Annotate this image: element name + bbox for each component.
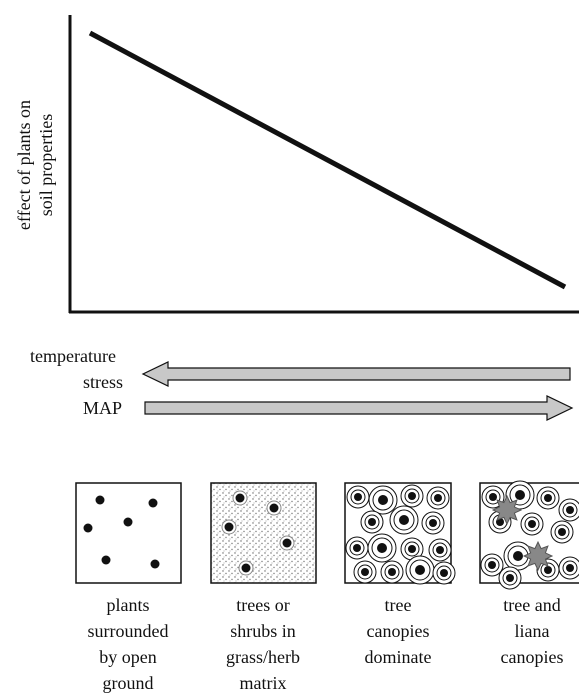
left-arrow xyxy=(141,361,571,387)
panel-caption: grass/herb xyxy=(226,647,300,667)
plant-dot xyxy=(224,522,234,532)
plant-dot xyxy=(282,538,292,548)
y-axis-label: soil properties xyxy=(36,114,56,216)
canopy-core xyxy=(489,493,497,501)
canopy-core xyxy=(528,520,536,528)
canopy-core xyxy=(408,545,416,553)
canopy-core xyxy=(544,566,552,574)
panel-caption: shrubs in xyxy=(230,621,296,641)
plant-dot xyxy=(101,555,111,565)
canopy-core xyxy=(515,490,525,500)
canopy-core xyxy=(399,515,409,525)
canopy-core xyxy=(378,495,388,505)
canopy-core xyxy=(388,568,396,576)
canopy-core xyxy=(361,568,369,576)
plant-dot xyxy=(150,559,160,569)
canopy-core xyxy=(353,544,361,552)
canopy-core xyxy=(436,546,444,554)
captions: plants surrounded by open ground trees or shr… xyxy=(88,595,564,693)
panel-caption: dominate xyxy=(365,647,432,667)
canopy-core xyxy=(368,518,376,526)
canopy-core xyxy=(513,551,523,561)
plant-dot xyxy=(269,503,279,513)
canopy-core xyxy=(566,506,574,514)
panel-icons xyxy=(83,480,579,590)
panel-caption: canopies xyxy=(501,647,564,667)
arrow-label: temperature xyxy=(30,346,116,366)
canopy-core xyxy=(377,543,387,553)
canopy-core xyxy=(415,565,425,575)
panel-caption: matrix xyxy=(240,673,287,693)
arrow-label: MAP xyxy=(83,398,122,418)
canopy-core xyxy=(506,574,514,582)
canopy-core xyxy=(558,528,566,536)
canopy-core xyxy=(440,569,448,577)
canopy-core xyxy=(488,561,496,569)
plant-dot xyxy=(241,563,251,573)
canopy-core xyxy=(408,492,416,500)
canopy-core xyxy=(566,564,574,572)
plant-dot xyxy=(123,517,133,527)
plant-dot xyxy=(148,498,158,508)
panel-caption: plants xyxy=(107,595,150,615)
canopy-core xyxy=(429,519,437,527)
panel-caption: canopies xyxy=(367,621,430,641)
panel-caption: tree xyxy=(385,595,412,615)
plant-dot xyxy=(95,495,105,505)
panel-caption: ground xyxy=(103,673,154,693)
plant-dot xyxy=(235,493,245,503)
panel xyxy=(75,482,182,584)
panel-caption: tree and xyxy=(503,595,560,615)
liana xyxy=(491,494,523,526)
arrow-label: stress xyxy=(83,372,123,392)
trend-line xyxy=(88,30,567,290)
liana xyxy=(522,540,554,572)
y-axis-label: effect of plants on xyxy=(14,100,34,230)
panel-caption: liana xyxy=(515,621,550,641)
plant-dot xyxy=(83,523,93,533)
canopy-core xyxy=(354,493,362,501)
panel-caption: trees or xyxy=(236,595,289,615)
canopy-core xyxy=(544,494,552,502)
right-arrow xyxy=(144,395,574,421)
canopy-core xyxy=(434,494,442,502)
panel-caption: surrounded xyxy=(88,621,169,641)
panel-caption: by open xyxy=(99,647,157,667)
